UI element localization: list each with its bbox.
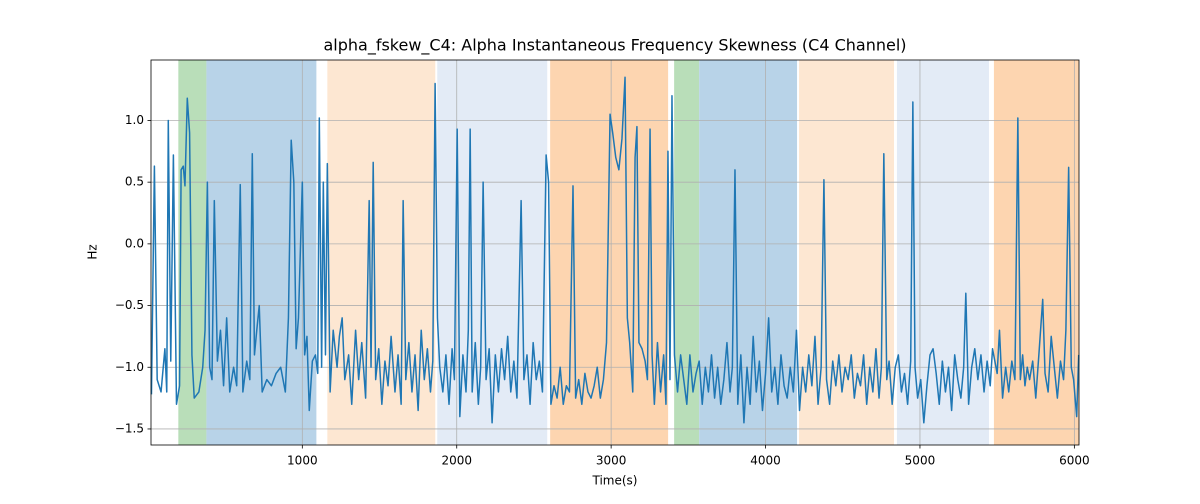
shaded-region xyxy=(327,60,436,445)
y-tick-label: −1.5 xyxy=(115,421,144,435)
y-tick-label: 0.5 xyxy=(125,175,144,189)
x-tick-label: 2000 xyxy=(441,454,472,468)
y-tick-label: 0.0 xyxy=(125,236,144,250)
data-line xyxy=(150,76,1080,424)
x-axis-label: Time(s) xyxy=(592,474,638,488)
x-tick-label: 1000 xyxy=(287,454,318,468)
plot-area: 1000 2000 3000 4000 5000 6000 −1.5 −1.0 −0.5 0.0 0… xyxy=(115,59,1090,468)
shaded-region xyxy=(896,60,989,445)
y-tick-label: −0.5 xyxy=(115,298,144,312)
x-tick-label: 3000 xyxy=(596,454,627,468)
chart-title: alpha_fskew_C4: Alpha Instantaneous Freq… xyxy=(323,36,906,56)
y-tick-label: 1.0 xyxy=(125,113,144,127)
shaded-region xyxy=(178,60,207,445)
x-tick-label: 5000 xyxy=(905,454,936,468)
axes-frame xyxy=(150,59,1080,446)
x-tick-label: 6000 xyxy=(1059,454,1090,468)
x-tick-label: 4000 xyxy=(750,454,781,468)
y-tick-label: −1.0 xyxy=(115,360,144,374)
y-axis-label: Hz xyxy=(86,244,100,259)
